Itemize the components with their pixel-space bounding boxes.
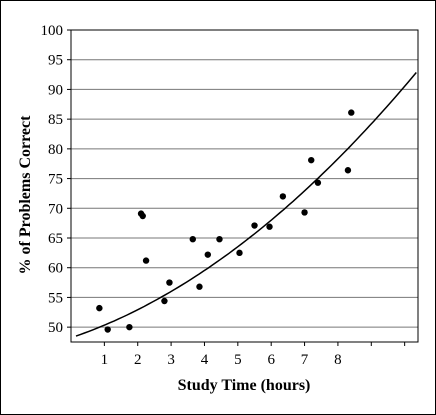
data-point-19 [314,179,322,186]
y-axis-label: % of Problems Correct [17,115,34,275]
data-point-11 [204,251,211,258]
tick-label-y-85: 85 [48,112,63,128]
data-point-9 [189,235,196,243]
tick-label-x-3: 3 [167,352,175,368]
data-point-18 [308,156,315,164]
data-point-6 [142,257,150,264]
tick-label-y-55: 55 [48,290,63,306]
tick-label-y-60: 60 [48,261,63,277]
tick-label-x-7: 7 [301,352,309,368]
plot-area [70,29,419,343]
data-point-1 [96,304,103,312]
data-point-14 [251,222,258,229]
data-point-13 [236,249,243,257]
data-point-21 [348,109,355,116]
data-points [96,109,355,333]
data-point-7 [161,297,168,305]
tick-label-y-90: 90 [48,82,63,98]
data-point-17 [301,209,308,216]
tick-label-y-65: 65 [48,231,63,247]
tick-label-y-95: 95 [48,53,63,69]
x-axis-label: Study Time (hours) [178,377,311,394]
data-point-15 [266,223,273,230]
data-point-16 [279,193,287,200]
tick-label-x-4: 4 [201,352,209,368]
grid-lines [71,29,418,328]
axis-ticks [67,29,406,346]
tick-label-x-8: 8 [334,352,342,368]
tick-label-y-100: 100 [41,23,64,39]
data-point-3 [126,323,133,331]
data-point-2 [104,326,111,333]
data-point-10 [196,283,203,290]
tick-label-y-75: 75 [48,172,63,188]
tick-label-x-2: 2 [134,352,142,368]
data-point-12 [216,235,223,243]
tick-label-x-1: 1 [101,352,109,368]
tick-label-y-50: 50 [48,320,63,336]
tick-label-x-5: 5 [234,352,242,368]
data-point-5 [139,212,146,220]
data-point-8 [166,279,173,286]
trend-curve [75,72,417,337]
tick-label-y-80: 80 [48,142,63,158]
data-point-20 [344,167,352,174]
tick-labels: 50 55 60 65 70 75 80 85 90 95 100 1 2 3 4 5 6 7 8 [41,23,342,368]
tick-label-x-6: 6 [267,352,275,368]
tick-label-y-70: 70 [48,201,63,217]
